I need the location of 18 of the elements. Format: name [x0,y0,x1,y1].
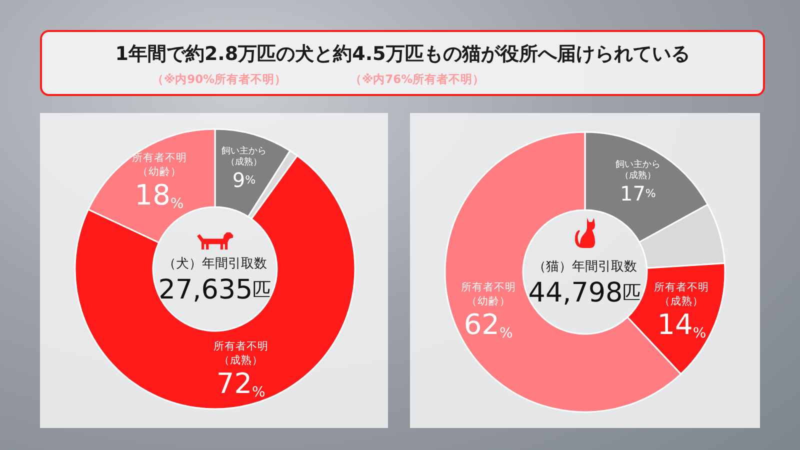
text: （猫）年間引取数 [533,260,637,274]
text: 44,798匹 [528,278,642,308]
text: 27,635匹 [158,274,272,306]
text: （※内90%所有者不明） [152,72,287,87]
data-label: 9% [232,168,256,192]
text: （犬）年間引取数 [163,256,267,272]
data-label: 62% [464,308,513,342]
slice-label: 所有者不明（幼齢） [460,280,516,308]
data-label: 14% [657,308,706,342]
text: （※内76%所有者不明） [350,72,485,87]
slice-label: 飼い主から（成熟） [222,146,267,168]
data-label: 17% [620,181,656,206]
data-label: 18% [134,178,184,212]
data-label: 72% [216,367,266,401]
slice-label: 所有者不明（成熟） [654,280,710,308]
text: 1年間で約2.8万匹の犬と約4.5万匹もの猫が役所へ届けられている [114,42,691,67]
slice-label: 所有者不明（成熟） [213,340,268,367]
slice-label: 飼い主から（成熟） [615,158,660,181]
